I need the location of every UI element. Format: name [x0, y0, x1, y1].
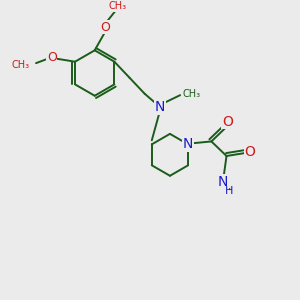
- Text: H: H: [225, 187, 234, 196]
- Text: O: O: [100, 20, 110, 34]
- Text: O: O: [222, 115, 233, 129]
- Text: CH₃: CH₃: [108, 1, 127, 11]
- Text: N: N: [183, 137, 193, 151]
- Text: CH₃: CH₃: [11, 60, 30, 70]
- Text: CH₃: CH₃: [182, 89, 201, 99]
- Text: N: N: [218, 175, 228, 189]
- Text: N: N: [154, 100, 165, 114]
- Text: O: O: [244, 145, 255, 159]
- Text: O: O: [47, 51, 57, 64]
